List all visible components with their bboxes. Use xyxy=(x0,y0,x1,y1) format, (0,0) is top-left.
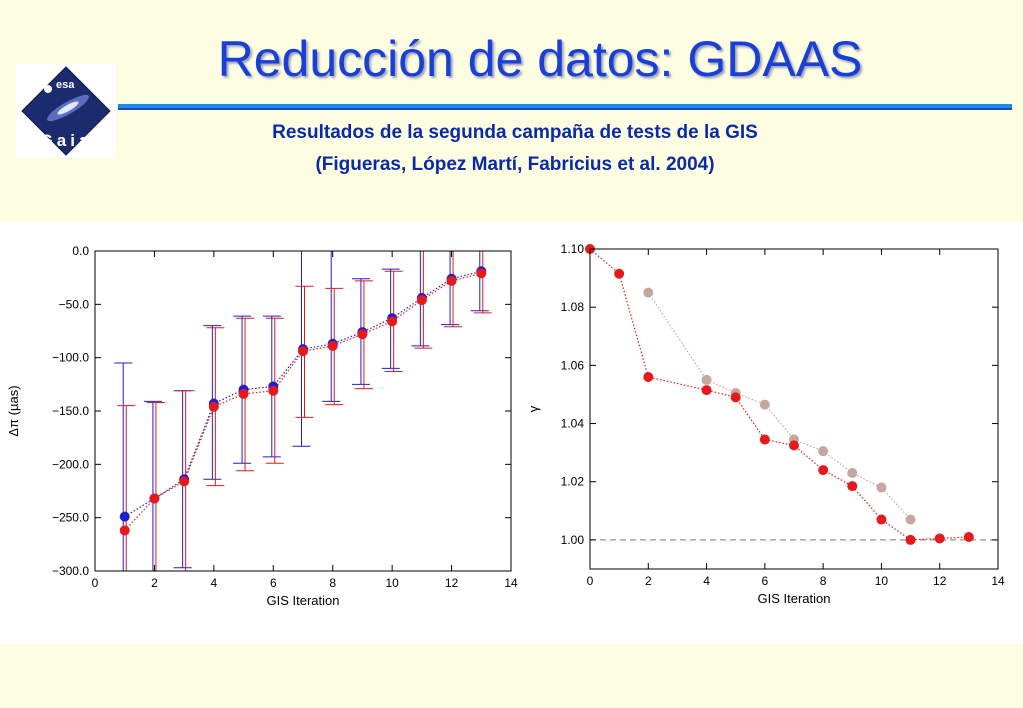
data-point xyxy=(387,316,398,327)
data-point xyxy=(268,385,279,396)
page-title: Reducción de datos: GDAAS xyxy=(217,31,863,87)
parallax-error-chart: 0 2 4 6 8 10 12 14 0.0 −50.0 −100.0 −150.0 −200.0 −25… xyxy=(6,244,518,608)
y-tick-label: −150.0 xyxy=(52,404,89,418)
data-point xyxy=(643,372,654,382)
x-tick-label: 0 xyxy=(587,574,594,588)
data-point xyxy=(905,534,916,545)
data-point xyxy=(759,399,770,410)
data-point xyxy=(119,525,130,536)
subtitle-line-1: Resultados de la segunda campaña de test… xyxy=(272,122,758,143)
x-tick-label: 10 xyxy=(385,576,399,590)
chart1-x-axis-label: GIS Iteration xyxy=(267,593,340,608)
chart1-error-bars xyxy=(114,250,492,572)
x-tick-label: 14 xyxy=(504,576,518,590)
x-tick-label: 8 xyxy=(820,574,827,588)
series-line xyxy=(647,292,912,520)
x-tick-label: 8 xyxy=(329,576,336,590)
data-point xyxy=(119,511,130,522)
chart2-x-axis-label: GIS Iteration xyxy=(758,591,831,606)
data-point xyxy=(701,385,712,396)
data-point xyxy=(818,465,829,476)
title-underline xyxy=(118,104,1012,110)
series-line xyxy=(124,270,482,518)
data-point xyxy=(298,346,308,357)
gaia-mission-logo: esa Gaia xyxy=(16,64,116,158)
data-point xyxy=(238,388,249,399)
chart2-points xyxy=(585,244,974,545)
x-tick-label: 4 xyxy=(211,576,218,590)
data-point xyxy=(701,374,712,385)
data-point xyxy=(149,493,160,504)
data-point xyxy=(963,532,974,542)
y-tick-label: 0.0 xyxy=(72,244,89,258)
y-tick-label: −300.0 xyxy=(52,564,89,578)
chart1-y-axis-label: Δπ (µas) xyxy=(6,385,21,436)
logo-gaia-text: Gaia xyxy=(40,131,93,150)
data-point xyxy=(643,287,654,298)
gamma-chart: 0 2 4 6 8 10 12 14 1.10 1.08 1.06 1.04 1.02 1.00 GIS … xyxy=(530,242,1005,606)
data-point xyxy=(818,446,829,457)
data-point xyxy=(416,295,427,306)
data-point xyxy=(614,268,625,279)
data-point xyxy=(789,440,799,451)
data-point xyxy=(357,329,368,340)
y-tick-label: 1.10 xyxy=(561,242,585,256)
chart1-ticks: 0 2 4 6 8 10 12 14 0.0 −50.0 −100.0 −150.0 −200.0 −25… xyxy=(52,244,518,590)
y-tick-label: −200.0 xyxy=(52,457,89,471)
data-point xyxy=(847,481,858,492)
y-tick-label: −100.0 xyxy=(52,351,89,365)
data-point xyxy=(208,401,219,412)
data-point xyxy=(847,468,858,478)
x-tick-label: 2 xyxy=(151,576,158,590)
x-tick-label: 0 xyxy=(92,576,99,590)
subtitle-line-2: (Figueras, López Martí, Fabricius et al.… xyxy=(315,154,715,175)
x-tick-label: 12 xyxy=(445,576,459,590)
series-line xyxy=(124,272,482,531)
chart1-series-lines xyxy=(124,270,482,531)
y-tick-label: 1.02 xyxy=(561,475,585,489)
data-point xyxy=(179,476,190,487)
x-tick-label: 2 xyxy=(645,574,652,588)
x-tick-label: 10 xyxy=(875,574,889,588)
x-tick-label: 6 xyxy=(762,574,769,588)
x-tick-label: 14 xyxy=(991,574,1005,588)
data-point xyxy=(876,482,887,493)
data-point xyxy=(934,533,945,544)
chart1-points xyxy=(119,266,487,536)
chart2-y-axis-label: γ xyxy=(530,405,541,412)
y-tick-label: 1.00 xyxy=(561,533,585,547)
data-point xyxy=(759,434,770,445)
x-tick-label: 12 xyxy=(933,574,947,588)
data-point xyxy=(876,514,887,525)
data-point xyxy=(476,268,487,279)
data-point xyxy=(327,340,338,351)
chart2-frame xyxy=(589,248,999,570)
y-tick-label: 1.04 xyxy=(561,417,585,431)
y-tick-label: −50.0 xyxy=(59,297,90,311)
y-tick-label: 1.06 xyxy=(561,358,585,372)
y-tick-label: 1.08 xyxy=(561,300,585,314)
data-point xyxy=(446,275,457,286)
x-tick-label: 6 xyxy=(270,576,277,590)
chart2-ticks: 0 2 4 6 8 10 12 14 1.10 1.08 1.06 1.04 1.02 1.00 xyxy=(561,242,1005,588)
data-point xyxy=(905,514,916,525)
chart1-frame xyxy=(94,250,512,572)
x-tick-label: 4 xyxy=(703,574,710,588)
y-tick-label: −250.0 xyxy=(52,511,89,525)
logo-esa-text: esa xyxy=(56,79,75,91)
data-point xyxy=(730,392,741,403)
